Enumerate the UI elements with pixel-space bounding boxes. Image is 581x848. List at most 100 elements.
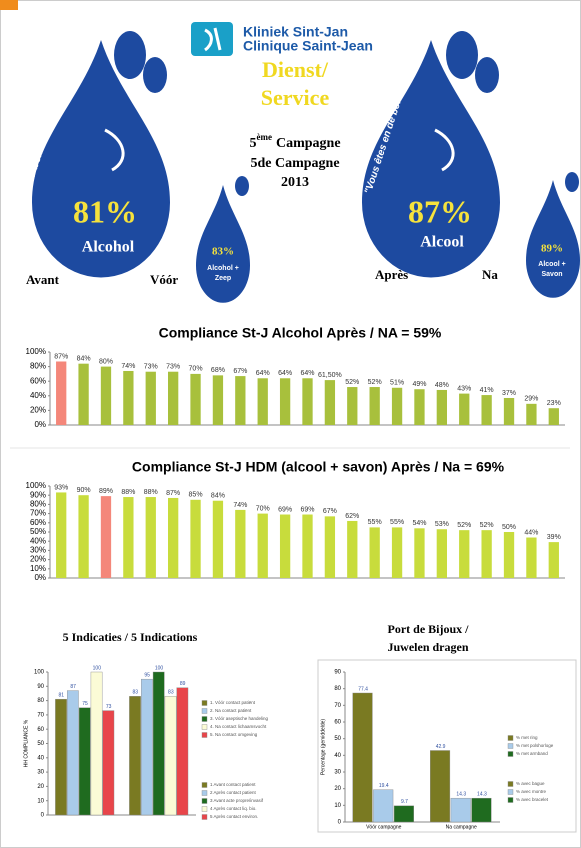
- bar: [56, 361, 66, 425]
- y-tick-label: 70: [334, 703, 341, 709]
- bar: [414, 389, 424, 425]
- bar: [258, 514, 268, 578]
- value-label: 88%: [121, 489, 135, 496]
- campaign: 5de Campagne: [250, 156, 339, 171]
- legend-swatch: [508, 798, 513, 803]
- value-label: 67%: [323, 508, 337, 515]
- y-tick-label: 60%: [30, 376, 46, 385]
- legend-label: 4. Na contact lichaamsvocht: [210, 724, 267, 729]
- legend-swatch: [202, 725, 207, 730]
- value-label: 87%: [54, 353, 68, 360]
- legend-label: % met ring: [516, 735, 538, 740]
- bar: [430, 751, 450, 823]
- value-label: 84%: [211, 493, 225, 500]
- y-tick-label: 70%: [30, 509, 46, 518]
- bar: [78, 364, 88, 425]
- value-label: 69%: [278, 506, 292, 513]
- value-label: 87%: [166, 490, 180, 497]
- bar: [213, 375, 223, 425]
- bar: [101, 496, 111, 578]
- value-label: 48%: [435, 382, 449, 389]
- bar: [103, 711, 114, 815]
- value-label: 95: [144, 672, 150, 678]
- y-tick-label: 80%: [30, 362, 46, 371]
- legend-label: 2 Après contact patient: [210, 790, 257, 795]
- drop-label: Zeep: [215, 275, 231, 282]
- value-label: 100: [93, 665, 102, 671]
- y-tick-label: 80: [37, 698, 44, 704]
- bar: [79, 708, 90, 815]
- drop-label: Alcool: [420, 234, 464, 251]
- legend-label: 4 Après contact liq. bio.: [210, 806, 257, 811]
- bar: [146, 372, 156, 425]
- value-label: 74%: [121, 363, 135, 370]
- bar: [190, 374, 200, 425]
- bar: [526, 404, 536, 425]
- y-tick-label: 50%: [30, 527, 46, 536]
- value-label: 14.3: [456, 791, 466, 797]
- value-label: 69%: [300, 506, 314, 513]
- bar: [235, 510, 245, 578]
- bar: [258, 378, 268, 425]
- bar: [370, 527, 380, 578]
- y-tick-label: 90%: [30, 490, 46, 499]
- y-tick-label: 50: [37, 741, 44, 747]
- y-tick-label: 100%: [26, 481, 46, 490]
- y-tick-label: 30%: [30, 546, 46, 555]
- y-tick-label: 100: [34, 670, 45, 676]
- y-tick-label: 20%: [30, 406, 46, 415]
- value-label: 54%: [412, 520, 426, 527]
- value-label: 14.3: [477, 791, 487, 797]
- value-label: 93%: [54, 484, 68, 491]
- value-label: 100: [155, 665, 164, 671]
- y-tick-label: 40: [334, 753, 341, 759]
- bar: [373, 790, 393, 822]
- campaign-number: 5: [249, 136, 256, 151]
- bar: [451, 798, 471, 822]
- y-tick-label: 30: [37, 770, 44, 776]
- legend-label: % met armband: [516, 751, 548, 756]
- bar: [146, 497, 156, 578]
- bar: [504, 532, 514, 578]
- value-label: 52%: [480, 522, 494, 529]
- value-label: 77.4: [358, 686, 368, 692]
- value-label: 62%: [345, 513, 359, 520]
- bar: [347, 387, 357, 425]
- legend-label: 3 Avant acte propre/invasif: [210, 798, 264, 803]
- percent: 81%: [73, 193, 137, 229]
- bar: [459, 530, 469, 578]
- bar: [123, 371, 133, 425]
- y-tick-label: 90: [37, 684, 44, 690]
- y-tick-label: 80%: [30, 500, 46, 509]
- value-label: 83: [168, 690, 174, 696]
- y-tick-label: 20: [37, 784, 44, 790]
- value-label: 19.4: [379, 783, 389, 789]
- value-label: 43%: [457, 385, 471, 392]
- bar: [101, 367, 111, 425]
- bar: [168, 372, 178, 425]
- campaign-year: 2013: [281, 175, 309, 190]
- value-label: 73%: [166, 364, 180, 371]
- legend-label: 3. Vóór aseptische handeling: [210, 716, 269, 721]
- bar: [504, 398, 514, 425]
- legend-label: 5. Na contact omgeving: [210, 732, 258, 737]
- bar: [392, 527, 402, 578]
- y-tick-label: 50: [334, 736, 341, 742]
- chart-title: Compliance St-J Alcohol Après / NA = 59%: [159, 325, 442, 341]
- chart-subtitle: Juwelen dragen: [388, 640, 469, 654]
- bar: [280, 378, 290, 425]
- bar: [437, 529, 447, 578]
- value-label: 89%: [99, 488, 113, 495]
- y-tick-label: 60%: [30, 518, 46, 527]
- x-tick-label: Vóór campagne: [366, 824, 402, 830]
- bar: [91, 672, 102, 815]
- bar: [526, 538, 536, 578]
- value-label: 44%: [524, 529, 538, 536]
- bar: [78, 495, 88, 578]
- value-label: 55%: [368, 519, 382, 526]
- label-left: Avant: [26, 272, 60, 287]
- bar: [392, 388, 402, 425]
- bar: [370, 387, 380, 425]
- value-label: 70%: [256, 505, 270, 512]
- value-label: 73: [106, 704, 112, 710]
